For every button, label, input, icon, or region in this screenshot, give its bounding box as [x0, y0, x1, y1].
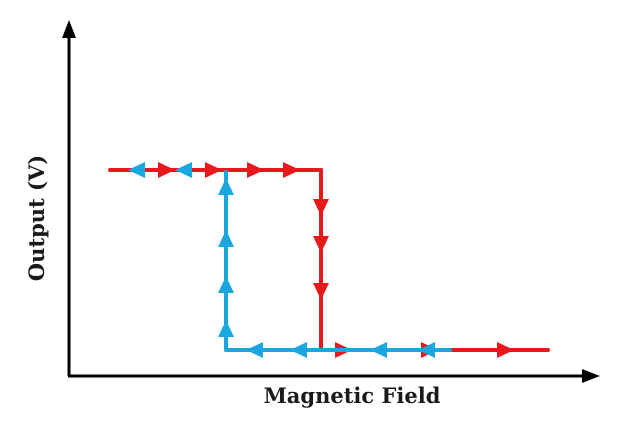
y-axis-label: Output (V)	[24, 155, 49, 281]
reverse-arrow-up	[218, 230, 234, 247]
reverse-arrow-up	[218, 276, 234, 293]
x-axis-arrowhead	[582, 369, 600, 383]
forward-sweep-branch	[108, 162, 550, 358]
reverse-arrow-left	[246, 342, 263, 358]
x-axis-label: Magnetic Field	[264, 383, 441, 408]
reverse-arrow-left	[418, 342, 435, 358]
forward-arrow-right	[283, 162, 300, 178]
forward-arrow-right	[247, 162, 264, 178]
forward-arrow-right	[497, 342, 514, 358]
forward-arrow-down	[313, 283, 329, 300]
forward-arrow-right	[205, 162, 222, 178]
y-axis-arrowhead	[62, 20, 76, 38]
reverse-arrow-up	[218, 320, 234, 337]
axes	[62, 20, 600, 383]
reverse-arrow-left	[370, 342, 387, 358]
forward-arrow-down	[313, 236, 329, 253]
reverse-arrow-up	[218, 178, 234, 195]
forward-arrow-down	[313, 199, 329, 216]
forward-arrow-right	[158, 162, 175, 178]
reverse-arrow-left	[175, 162, 192, 178]
reverse-arrow-left	[128, 162, 145, 178]
reverse-arrow-left	[290, 342, 307, 358]
reverse-sweep-branch	[128, 162, 452, 358]
